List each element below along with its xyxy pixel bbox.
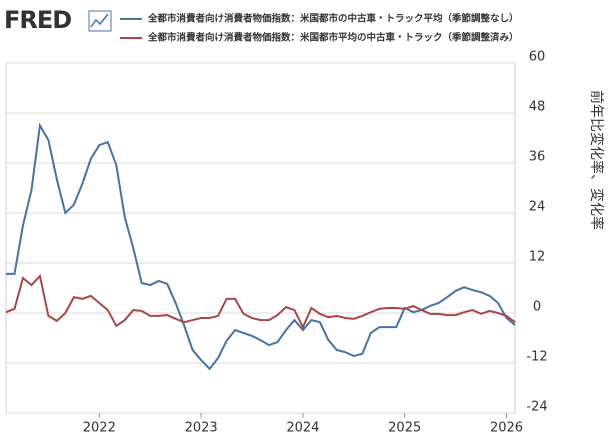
y-tick-label: 12 bbox=[529, 250, 546, 265]
y-tick-label: 36 bbox=[529, 150, 546, 165]
y-tick-label: 24 bbox=[529, 200, 546, 215]
y-tick-label: 48 bbox=[529, 100, 546, 115]
legend-label: 全都市消費者向け消費者物価指数：米国都市の中古車・トラック平均（季節調整なし） bbox=[147, 13, 519, 25]
plot-area bbox=[5, 62, 516, 414]
x-tick-label: 2024 bbox=[286, 421, 319, 435]
x-tick-label: 2023 bbox=[185, 421, 218, 435]
y-tick-label: -24 bbox=[526, 400, 547, 415]
y-axis-title: 前年比変化率、変化率 bbox=[588, 90, 605, 230]
y-tick-label: 60 bbox=[529, 50, 546, 65]
logo-icon bbox=[88, 10, 112, 32]
y-tick-label: -12 bbox=[526, 350, 547, 365]
logo: FRED bbox=[4, 6, 71, 34]
x-tick-label: 2022 bbox=[83, 421, 116, 435]
series-line bbox=[6, 122, 516, 371]
y-tick-label: 0 bbox=[533, 300, 541, 315]
series-line bbox=[5, 273, 516, 330]
x-tick-label: 2026 bbox=[490, 421, 523, 435]
legend-label: 全都市消費者向け消費者物価指数：米国都市平均の中古車・トラック（季節調整済み） bbox=[147, 32, 519, 44]
x-tick-label: 2025 bbox=[388, 421, 421, 435]
